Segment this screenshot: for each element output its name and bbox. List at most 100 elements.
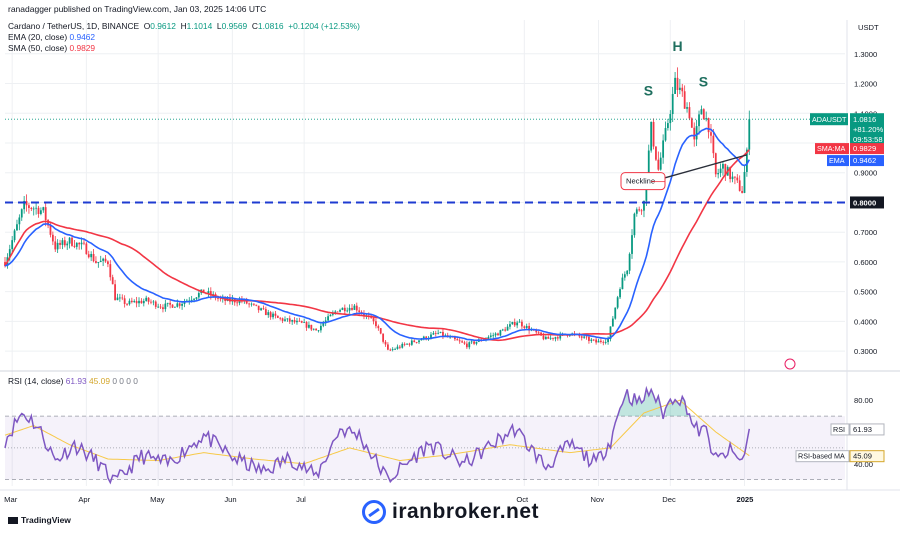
sma-legend-label: SMA (50, close)	[8, 43, 68, 53]
rsi-overbought-fill	[665, 396, 690, 417]
candle-body	[32, 208, 35, 210]
ema-legend[interactable]: EMA (20, close) 0.9462	[8, 32, 95, 43]
tradingview-logo: TradingView	[8, 515, 71, 525]
ohlc-change: +0.1204 (+12.53%)	[288, 21, 360, 31]
candle-body	[513, 322, 516, 326]
candle-body	[604, 342, 607, 343]
candle-body	[542, 335, 545, 340]
candle-body	[166, 302, 169, 304]
candle-body	[118, 297, 121, 299]
candle-body	[310, 324, 313, 330]
candle-body	[343, 307, 346, 312]
sma-value: 0.9829	[853, 144, 876, 153]
symbol-title: Cardano / TetherUS, 1D, BINANCE	[8, 21, 140, 31]
candle-body	[90, 253, 93, 258]
candle-body	[458, 340, 461, 342]
candle-body	[396, 346, 399, 349]
candle-body	[51, 234, 54, 242]
candle-body	[387, 344, 389, 350]
candle-body	[248, 303, 251, 305]
candle-body	[489, 335, 492, 337]
candle-body	[87, 254, 90, 258]
ohlc-close: 1.0816	[257, 21, 284, 31]
candle-body	[528, 325, 531, 331]
candle-body	[456, 339, 459, 341]
symbol-ohlc-line: Cardano / TetherUS, 1D, BINANCE O0.9612 …	[8, 21, 360, 32]
candle-body	[415, 342, 418, 343]
candle-body	[319, 325, 322, 331]
candle-body	[178, 303, 181, 306]
candle-body	[678, 87, 681, 90]
candle-body	[20, 209, 23, 218]
candle-body	[75, 242, 78, 247]
time-axis-tick: Nov	[591, 495, 605, 504]
candle-body	[717, 173, 720, 175]
ohlc-high: 1.1014	[186, 21, 213, 31]
candle-body	[181, 303, 183, 306]
candle-body	[602, 341, 605, 343]
candle-body	[255, 304, 258, 306]
last-price-tag	[850, 113, 884, 148]
sma-legend[interactable]: SMA (50, close) 0.9829	[8, 43, 95, 54]
candle-body	[279, 317, 282, 319]
candle-body	[73, 245, 76, 247]
price-axis-tick: 1.3000	[854, 50, 877, 59]
candle-body	[650, 121, 653, 151]
candle-body	[401, 343, 404, 348]
candle-body	[92, 253, 95, 262]
candle-body	[269, 312, 272, 318]
candle-body	[638, 209, 641, 211]
candle-body	[281, 318, 284, 321]
candle-body	[317, 330, 320, 332]
sma-name-tag	[815, 143, 849, 155]
candle-body	[159, 306, 162, 308]
rsi-name-tag	[830, 423, 850, 436]
rsi-ma-line	[4, 399, 750, 465]
time-axis-tick: May	[150, 495, 165, 504]
rsi-legend[interactable]: RSI (14, close) 61.93 45.09 0 0 0 0	[8, 376, 138, 387]
last-price-symbol-tag	[810, 113, 848, 126]
candle-body	[700, 109, 703, 115]
candle-body	[501, 329, 504, 331]
candle-body	[599, 340, 602, 342]
candle-body	[425, 336, 428, 340]
candle-body	[454, 337, 456, 340]
rsi-axis-tick: 40.00	[854, 460, 873, 469]
candle-body	[667, 123, 669, 129]
candle-body	[312, 328, 315, 330]
candle-body	[145, 297, 148, 301]
candle-body	[39, 210, 42, 214]
rsi-ma-name: RSI-based MA	[798, 452, 845, 461]
candle-body	[535, 329, 538, 333]
price-axis-tick: 0.3000	[854, 347, 877, 356]
candle-body	[42, 207, 45, 211]
candle-body	[260, 308, 262, 311]
candle-body	[133, 301, 136, 303]
candle-body	[655, 146, 657, 160]
neckline-line	[650, 154, 748, 183]
candle-body	[430, 334, 432, 338]
candle-body	[135, 301, 138, 304]
candle-body	[611, 318, 614, 327]
candle-body	[245, 299, 248, 304]
candle-body	[274, 313, 277, 316]
time-axis-tick: Apr	[78, 495, 90, 504]
candle-body	[707, 118, 710, 133]
candle-body	[729, 166, 732, 180]
iranbroker-logo-icon	[362, 500, 386, 524]
price-axis-tick: 0.6000	[854, 258, 877, 267]
candle-body	[288, 318, 291, 322]
candle-body	[463, 342, 466, 344]
candle-body	[710, 132, 712, 136]
candle-body	[537, 332, 540, 334]
candle-body	[487, 336, 490, 339]
candle-body	[293, 320, 296, 323]
candle-body	[525, 325, 528, 328]
candle-body	[652, 121, 655, 147]
candle-body	[63, 240, 66, 246]
candle-body	[695, 126, 698, 140]
candle-body	[693, 127, 696, 140]
candle-body	[363, 313, 365, 316]
candle-body	[544, 336, 547, 340]
